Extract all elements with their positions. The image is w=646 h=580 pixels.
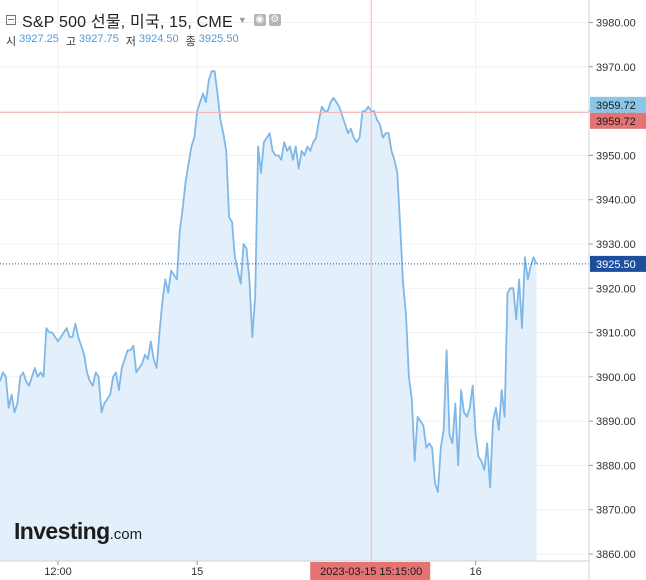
low-label: 저	[125, 36, 136, 48]
collapse-icon[interactable]	[6, 15, 16, 25]
gear-icon[interactable]: ⚙	[268, 14, 281, 26]
last-price-label-bg	[590, 255, 646, 272]
price-axis[interactable]: 3860.00 3870.00 3880.00 3890.00 3900.00 3910.…	[589, 18, 636, 562]
y-tick-label: 3980.00	[596, 18, 636, 30]
y-tick-label: 3920.00	[596, 283, 636, 295]
open-value: 3927.25	[19, 33, 59, 45]
y-tick-label: 3890.00	[596, 416, 636, 428]
ohlc-values: 시 3927.25 고 3927.75 저 3924.50 종 3925.50	[6, 33, 281, 49]
price-area-fill	[0, 71, 537, 561]
y-tick-label: 3950.00	[596, 150, 636, 162]
logo-suffix: .com	[109, 526, 143, 543]
time-axis[interactable]: 12:00 15 16 2023-03-15 15:15:00	[44, 561, 482, 580]
high-value: 3927.75	[79, 33, 119, 45]
series-value-label: 3959.72	[596, 100, 636, 112]
series-value-label-bg	[590, 96, 646, 113]
logo-brand: Investing	[14, 518, 110, 544]
crosshair-price-label: 3959.72	[596, 116, 636, 128]
investing-logo: Investing.com	[14, 518, 142, 545]
instrument-title: S&P 500 선물, 미국, 15, CME	[22, 14, 233, 31]
y-tick-label: 3860.00	[596, 549, 636, 561]
price-labels: 3959.72 3959.72 3925.50	[590, 96, 646, 272]
price-series-line	[0, 70, 538, 493]
y-tick-label: 3940.00	[596, 195, 636, 207]
visibility-icon[interactable]: ◉	[253, 14, 266, 26]
y-tick-label: 3900.00	[596, 372, 636, 384]
chart-legend: S&P 500 선물, 미국, 15, CME ▼ ◉ ⚙ 시 3927.25 …	[6, 9, 281, 49]
y-tick-label: 3910.00	[596, 328, 636, 340]
y-tick-label: 3880.00	[596, 460, 636, 472]
x-tick-label: 16	[469, 566, 481, 578]
y-tick-label: 3930.00	[596, 239, 636, 251]
open-label: 시	[6, 36, 17, 48]
crosshair-price-label-bg	[590, 112, 646, 129]
y-tick-label: 3970.00	[596, 62, 636, 74]
crosshair-time-label: 2023-03-15 15:15:00	[320, 566, 422, 578]
close-label: 종	[185, 36, 196, 48]
low-value: 3924.50	[138, 33, 179, 45]
last-price-label: 3925.50	[596, 259, 636, 271]
crosshair-time-label-bg	[310, 562, 431, 580]
close-value: 3925.50	[198, 33, 239, 45]
high-label: 고	[65, 36, 77, 48]
caret-down-icon[interactable]: ▼	[237, 15, 247, 25]
x-tick-label: 15	[191, 566, 203, 578]
y-tick-label: 3870.00	[596, 505, 636, 517]
x-tick-label: 12:00	[44, 566, 72, 578]
